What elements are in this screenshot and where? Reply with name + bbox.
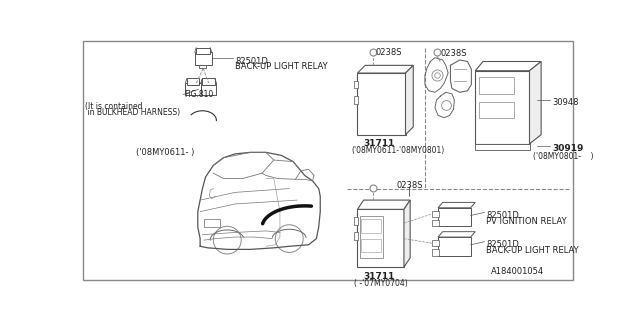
- Bar: [438, 208, 470, 226]
- Bar: [353, 96, 358, 104]
- Text: 30948: 30948: [552, 99, 579, 108]
- Bar: [186, 83, 201, 95]
- Polygon shape: [358, 65, 413, 73]
- Bar: [476, 144, 529, 150]
- Bar: [360, 215, 383, 258]
- Bar: [199, 65, 205, 68]
- Bar: [432, 211, 439, 217]
- Bar: [479, 77, 514, 94]
- Text: PV IGNITION RELAY: PV IGNITION RELAY: [486, 217, 567, 226]
- Text: ('08MY0801-    ): ('08MY0801- ): [533, 152, 594, 161]
- Text: 0238S: 0238S: [440, 49, 467, 58]
- Bar: [358, 209, 404, 267]
- Bar: [353, 232, 358, 240]
- Bar: [476, 71, 529, 144]
- Bar: [362, 219, 381, 233]
- Bar: [201, 83, 216, 95]
- Text: 0238S: 0238S: [375, 48, 402, 57]
- Bar: [353, 81, 358, 88]
- Text: 31711: 31711: [364, 272, 395, 281]
- Text: in BULKHEAD HARNESS): in BULKHEAD HARNESS): [84, 108, 180, 117]
- Bar: [204, 219, 220, 227]
- Text: BACK-UP LIGHT RELAY: BACK-UP LIGHT RELAY: [235, 62, 328, 71]
- Polygon shape: [358, 200, 410, 209]
- Text: ( -'07MY0704): ( -'07MY0704): [353, 279, 407, 288]
- Polygon shape: [404, 200, 410, 267]
- Bar: [358, 73, 406, 135]
- Polygon shape: [438, 232, 476, 237]
- Polygon shape: [529, 61, 541, 144]
- Text: 30919: 30919: [552, 144, 583, 153]
- Bar: [432, 249, 439, 256]
- Bar: [438, 237, 470, 256]
- Text: 0238S: 0238S: [396, 181, 422, 190]
- Polygon shape: [438, 203, 476, 208]
- Text: 31711: 31711: [364, 139, 395, 148]
- Text: ('08MY0611- ): ('08MY0611- ): [136, 148, 194, 157]
- Text: 82501D: 82501D: [486, 240, 519, 249]
- Polygon shape: [476, 61, 541, 71]
- Bar: [196, 48, 210, 54]
- Text: 82501D: 82501D: [486, 211, 519, 220]
- Polygon shape: [406, 65, 413, 135]
- Bar: [362, 239, 381, 252]
- Text: FIG.810: FIG.810: [184, 90, 213, 99]
- Bar: [432, 220, 439, 226]
- Text: A184001054: A184001054: [491, 267, 544, 276]
- Bar: [432, 240, 439, 246]
- Bar: [195, 52, 212, 65]
- Bar: [353, 217, 358, 225]
- Bar: [202, 78, 215, 84]
- Bar: [187, 78, 199, 84]
- Text: ('08MY0611-'08MY0801): ('08MY0611-'08MY0801): [351, 146, 445, 155]
- Text: (It is contained: (It is contained: [84, 102, 142, 111]
- Text: BACK-UP LIGHT RELAY: BACK-UP LIGHT RELAY: [486, 246, 579, 255]
- Text: 82501D: 82501D: [235, 57, 268, 66]
- Bar: [479, 101, 514, 118]
